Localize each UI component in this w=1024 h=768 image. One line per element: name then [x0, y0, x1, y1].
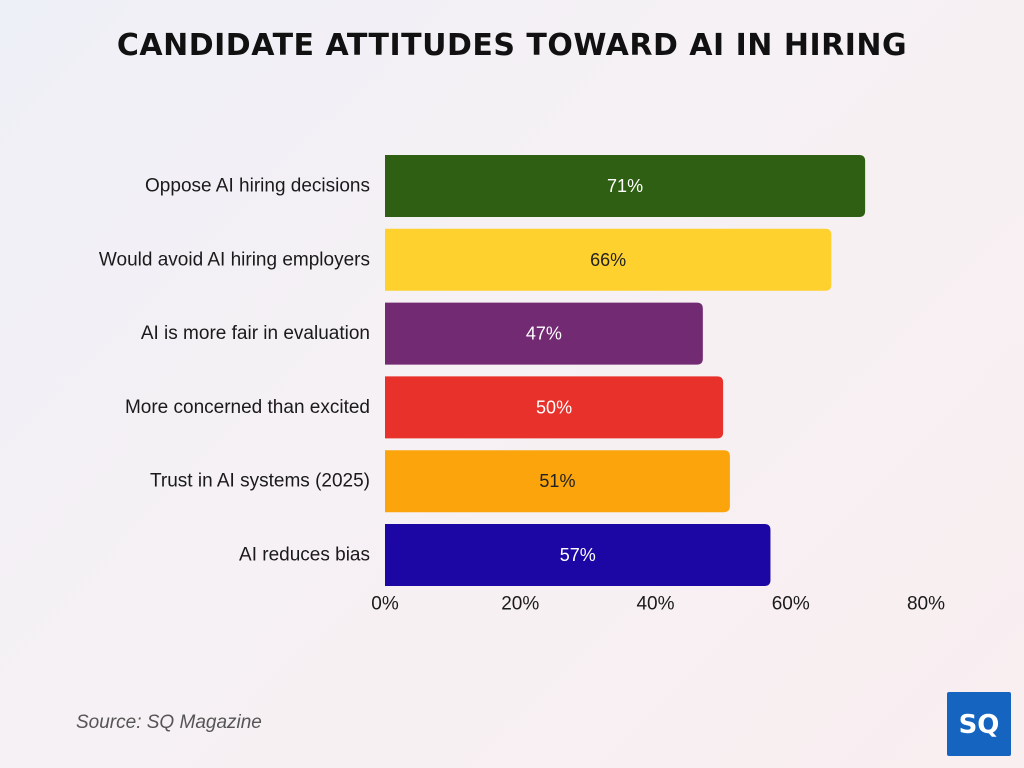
bar-value-label: 50% [536, 397, 572, 417]
x-tick-label: 20% [501, 594, 539, 615]
bar [385, 155, 866, 217]
chart-title: CANDIDATE ATTITUDES TOWARD AI IN HIRING [116, 28, 908, 63]
sq-logo-text: SQ [959, 710, 1000, 739]
bar-chart: Oppose AI hiring decisions 71% Would avoid… [99, 155, 945, 615]
bars-layer: Oppose AI hiring decisions 71% Would avoid… [99, 155, 866, 586]
category-label: Oppose AI hiring decisions [145, 176, 370, 197]
bar [385, 302, 703, 365]
category-label: AI reduces bias [239, 545, 370, 566]
bar-value-label: 66% [590, 250, 626, 270]
x-tick-label: 40% [636, 594, 674, 615]
category-label: More concerned than excited [125, 397, 370, 418]
bar-value-label: 47% [526, 324, 562, 344]
bar [385, 376, 724, 439]
bar-value-label: 57% [560, 545, 596, 565]
bar [385, 450, 730, 513]
sq-logo-mark: SQ [959, 710, 1000, 739]
category-label: Would avoid AI hiring employers [99, 249, 370, 270]
x-tick-label: 60% [772, 594, 810, 615]
category-label: Trust in AI systems (2025) [150, 471, 370, 492]
source-note: Source: SQ Magazine [76, 712, 262, 733]
category-label: AI is more fair in evaluation [141, 323, 370, 344]
bar [385, 228, 832, 291]
x-tick-label: 0% [371, 594, 399, 615]
x-axis-ticks: 0% 20% 40% 60% 80% [371, 594, 945, 615]
bar-value-label: 51% [539, 471, 575, 491]
bar [385, 524, 771, 586]
sq-logo: SQ [947, 692, 1011, 756]
x-tick-label: 80% [907, 594, 945, 615]
bar-value-label: 71% [607, 176, 643, 196]
